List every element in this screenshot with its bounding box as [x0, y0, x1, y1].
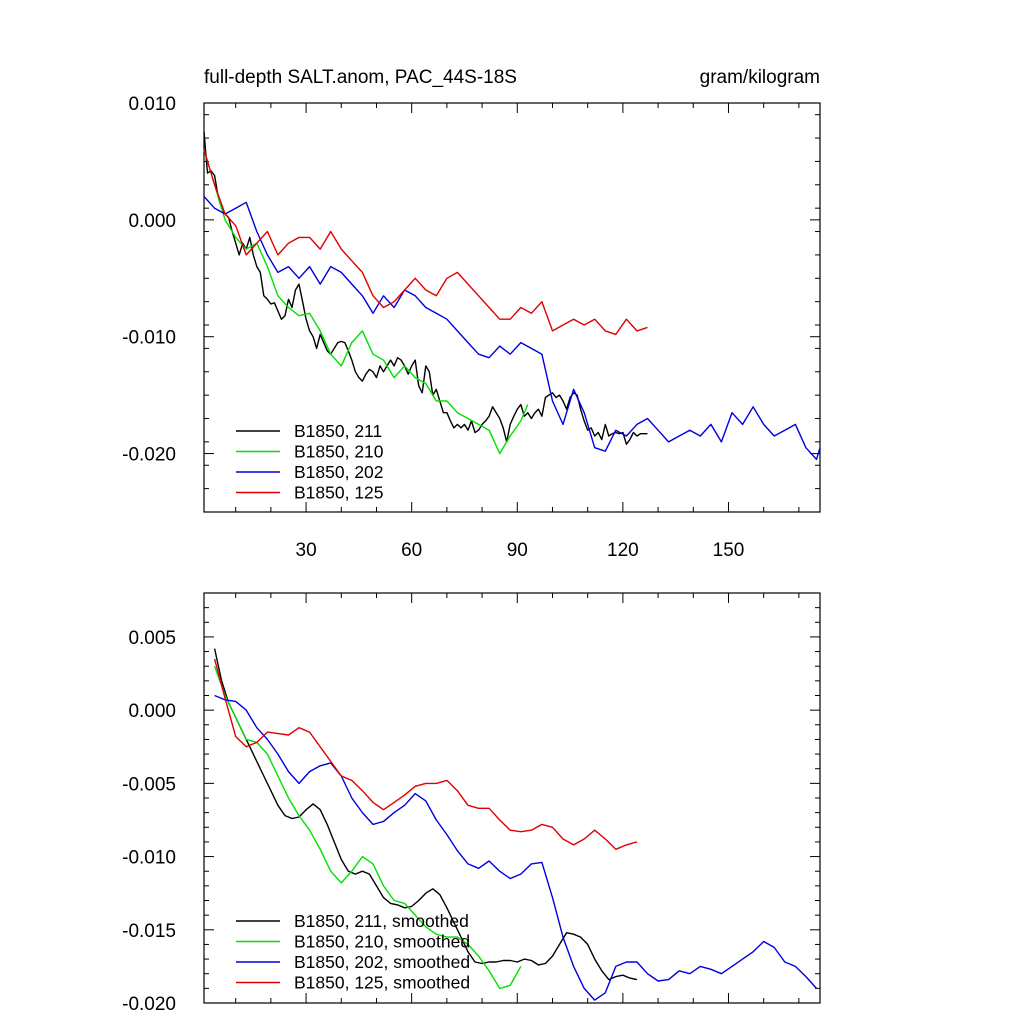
- series-line-b1850-125-smoothed: [213, 658, 638, 850]
- series-line-b1850-211: [203, 132, 648, 445]
- legend-label: B1850, 125: [294, 483, 384, 503]
- y-tick-label: 0.000: [128, 701, 176, 722]
- series-line-b1850-210-smoothed: [213, 665, 522, 990]
- y-tick-label: -0.010: [122, 328, 176, 349]
- series-line-b1850-211-smoothed: [213, 648, 638, 981]
- legend-label: B1850, 202, smoothed: [294, 952, 470, 972]
- x-tick-label: 30: [296, 540, 317, 561]
- chart-title: full-depth SALT.anom, PAC_44S-18S: [204, 67, 517, 88]
- x-tick-label: 90: [507, 540, 528, 561]
- bottom-panel: 0.005 0.000 -0.005 -0.010 -0.015 -0.020 B1850,…: [122, 592, 821, 1015]
- legend-label: B1850, 210: [294, 442, 384, 462]
- y-tick-label: 0.010: [128, 94, 176, 115]
- legend-label: B1850, 211: [294, 421, 382, 441]
- y-tick-label: -0.015: [122, 921, 176, 942]
- y-tick-label: -0.010: [122, 848, 176, 869]
- x-tick-label: 60: [401, 540, 422, 561]
- series-line-b1850-210: [203, 149, 529, 455]
- y-tick-label: -0.020: [122, 445, 176, 466]
- series-line-b1850-202-smoothed: [214, 694, 818, 1001]
- legend-label: B1850, 202: [294, 462, 384, 482]
- x-tick-label: 150: [713, 540, 745, 561]
- x-tick-label: 120: [607, 540, 639, 561]
- y-tick-label: -0.005: [122, 774, 176, 795]
- legend-label: B1850, 125, smoothed: [294, 973, 470, 993]
- series-line-b1850-202: [203, 196, 821, 461]
- y-tick-label: 0.000: [128, 211, 176, 232]
- top-panel: full-depth SALT.anom, PAC_44S-18S gram/k…: [122, 67, 821, 561]
- series-line-b1850-125: [203, 149, 648, 336]
- units-label: gram/kilogram: [700, 67, 820, 88]
- legend-label: B1850, 210, smoothed: [294, 932, 470, 952]
- plot-frame: [203, 102, 821, 513]
- legend-label: B1850, 211, smoothed: [294, 911, 469, 931]
- y-tick-label: 0.005: [128, 628, 176, 649]
- y-tick-label: -0.020: [122, 994, 176, 1015]
